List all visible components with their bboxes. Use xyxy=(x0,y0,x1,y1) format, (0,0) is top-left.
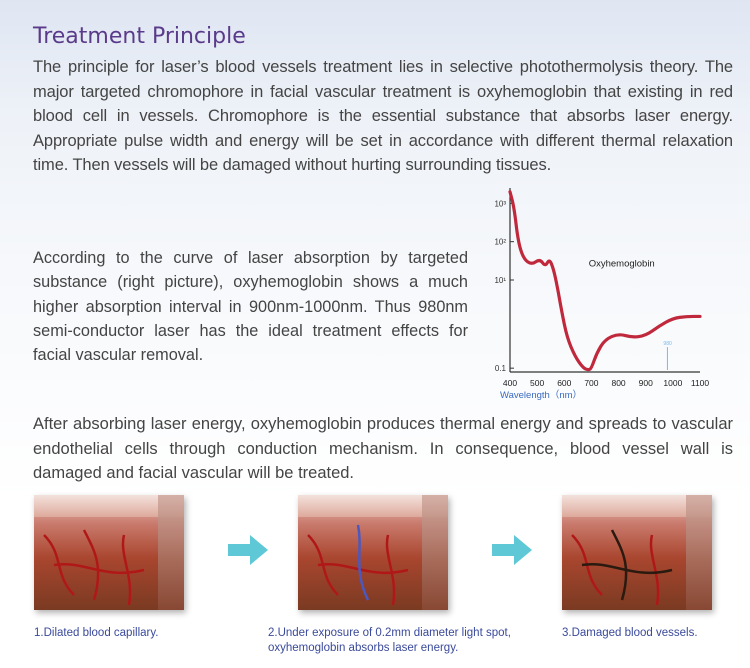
x-tick-label: 800 xyxy=(611,378,625,388)
oxyhemoglobin-curve xyxy=(508,190,702,372)
wavelength-marker-label: 980 xyxy=(663,341,672,347)
x-tick-label: 500 xyxy=(530,378,544,388)
skin-illustration-laser-exposure xyxy=(298,495,448,610)
y-tick-label: 10² xyxy=(494,238,506,247)
step-caption-3: 3.Damaged blood vessels. xyxy=(562,627,698,639)
x-tick-label: 900 xyxy=(639,378,653,388)
series-label: Oxyhemoglobin xyxy=(589,259,655,270)
page-title: Treatment Principle xyxy=(33,24,246,49)
paragraph-thermal-effect: After absorbing laser energy, oxyhemoglo… xyxy=(33,415,733,482)
y-tick-label: 0.1 xyxy=(495,364,507,373)
x-tick-label: 1100 xyxy=(691,378,710,388)
step-caption-2: 2.Under exposure of 0.2mm diameter light… xyxy=(268,627,511,654)
step-caption-1: 1.Dilated blood capillary. xyxy=(34,627,159,639)
x-axis-label: Wavelength（nm） xyxy=(500,389,582,401)
x-tick-label: 700 xyxy=(584,378,598,388)
chart-y-ticks: 10³ 10² 10¹ 0.1 xyxy=(494,199,514,373)
chart-x-ticks: 400 500 600 700 800 900 1000 1100 xyxy=(503,378,710,388)
x-tick-label: 400 xyxy=(503,378,517,388)
skin-illustration-dilated xyxy=(34,495,184,610)
x-tick-label: 600 xyxy=(557,378,571,388)
arrow-right-icon xyxy=(228,535,268,565)
arrow-right-icon xyxy=(492,535,532,565)
y-tick-label: 10¹ xyxy=(494,276,506,285)
paragraph-absorption-curve: According to the curve of laser absorpti… xyxy=(33,249,468,365)
skin-illustration-damaged xyxy=(562,495,712,610)
x-tick-label: 1000 xyxy=(663,378,682,388)
paragraph-principle: The principle for laser’s blood vessels … xyxy=(33,58,733,174)
y-tick-label: 10³ xyxy=(494,199,506,208)
